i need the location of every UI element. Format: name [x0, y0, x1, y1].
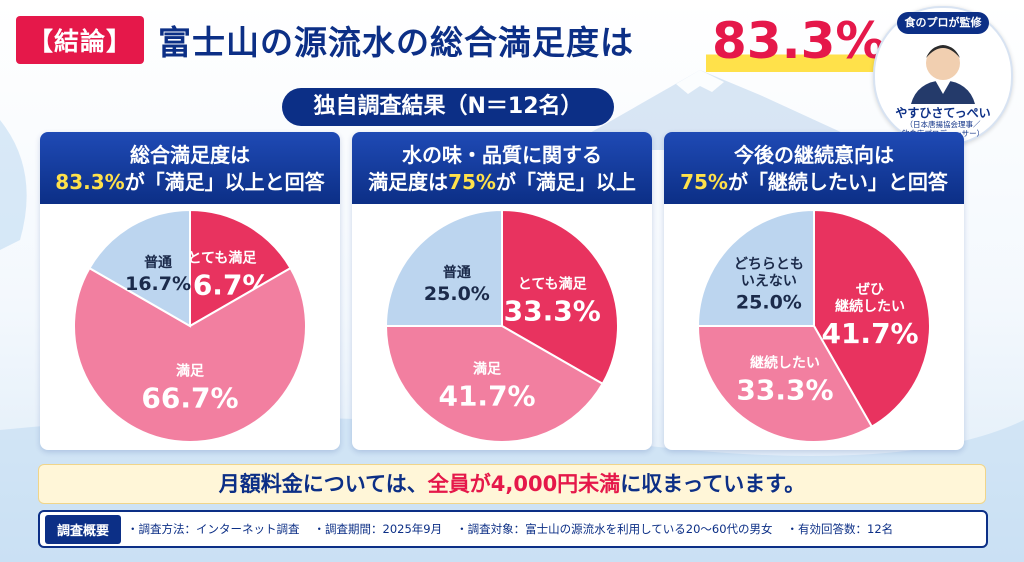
pie-slice-label: 普通	[144, 254, 172, 271]
pie-slice-value: 33.3%	[736, 374, 833, 407]
pie-slice-label: 継続したい	[835, 298, 905, 315]
pie-slice	[88, 208, 191, 328]
survey-overview-tag: 調査概要	[45, 514, 122, 544]
pie-slice-value: 25.0%	[424, 283, 490, 305]
pie-slice	[813, 208, 931, 428]
pie-slice	[696, 325, 874, 443]
pie-slice-label: ぜひ	[856, 282, 884, 298]
panel-header: 総合満足度は 83.3%が「満足」以上と回答	[40, 132, 340, 204]
headline-percentage: 83.3%	[706, 10, 892, 72]
pie-slice	[189, 208, 292, 328]
pie-slice-value: 66.7%	[141, 382, 238, 415]
panel-header-text: が「満足」以上	[495, 170, 636, 194]
survey-method: ・調査方法：インターネット調査	[127, 522, 300, 536]
panel-header-line2: 75%が「継続したい」と回答	[664, 168, 964, 196]
expert-badge: 食のプロが監修 やすひさてっぺい （日本唐揚協会理事／ 飲食店プロデューサー）	[873, 6, 1013, 146]
fee-text: に収まっています。	[620, 472, 806, 496]
panel-highlight: 75%	[448, 170, 496, 194]
survey-count: ・有効回答数：12名	[786, 522, 894, 536]
pie-slice-value: 16.7%	[125, 273, 191, 295]
pie-slice-label: いえない	[741, 273, 797, 289]
panel-header-line1: 総合満足度は	[130, 143, 250, 167]
expert-avatar-icon	[911, 45, 975, 104]
panel-overall-satisfaction: 総合満足度は 83.3%が「満足」以上と回答 とても満足 16.7% 満足 66.7%…	[40, 132, 340, 450]
survey-overview: 調査概要 ・調査方法：インターネット調査 ・調査期間：2025年9月 ・調査対象…	[38, 510, 988, 548]
pie-chart-taste: とても満足 33.3% 満足 41.7% 普通 25.0%	[384, 208, 619, 443]
survey-target: ・調査対象：富士山の源流水を利用している20〜60代の男女	[456, 522, 773, 536]
pie-slice-value: 41.7%	[438, 380, 535, 413]
expert-name: やすひさてっぺい	[895, 106, 991, 120]
panel-header-line2: 満足度は75%が「満足」以上	[352, 168, 652, 196]
fee-text: 月額料金については、	[218, 472, 428, 496]
panel-header-line1: 水の味・品質に関する	[402, 143, 602, 167]
conclusion-tag: 【結論】	[16, 16, 145, 64]
panel-header: 水の味・品質に関する 満足度は75%が「満足」以上	[352, 132, 652, 204]
pie-slice	[384, 325, 604, 443]
panel-taste-quality: 水の味・品質に関する 満足度は75%が「満足」以上 とても満足 33.3% 満足 41…	[352, 132, 652, 450]
page-title: 富士山の源流水の総合満足度は	[158, 23, 635, 62]
pie-slice	[501, 208, 619, 386]
pie-slice-label: 満足	[473, 361, 502, 378]
pie-slice-label: 普通	[443, 264, 471, 281]
panel-header: 今後の継続意向は 75%が「継続したい」と回答	[664, 132, 964, 204]
panel-header-line1: 今後の継続意向は	[734, 143, 894, 167]
fee-note: 月額料金については、全員が4,000円未満に収まっています。	[38, 464, 986, 504]
pie-slice-label: どちらとも	[734, 256, 804, 272]
pie-slice-value: 33.3%	[504, 294, 601, 327]
pie-slice-label: 継続したい	[750, 355, 820, 372]
survey-period: ・調査期間：2025年9月	[313, 522, 443, 536]
pie-slice-label: とても満足	[518, 275, 588, 292]
expert-tag: 食のプロが監修	[897, 12, 989, 34]
panel-header-text: 満足度は	[368, 170, 449, 194]
pie-slice-label: 満足	[176, 363, 205, 380]
survey-items: ・調査方法：インターネット調査 ・調査期間：2025年9月 ・調査対象：富士山の…	[127, 521, 907, 537]
survey-result-pill: 独自調査結果（N＝12名）	[282, 88, 614, 126]
pie-slice-value: 41.7%	[821, 317, 918, 350]
pie-slice	[696, 208, 815, 327]
panel-highlight: 75%	[680, 170, 728, 194]
pie-slice-label: とても満足	[187, 249, 257, 266]
panel-header-text: が「継続したい」と回答	[727, 170, 948, 194]
pie-slice	[73, 266, 307, 443]
panel-header-line2: 83.3%が「満足」以上と回答	[40, 168, 340, 196]
pie-slice-value: 25.0%	[736, 291, 802, 313]
panel-header-text: が「満足」以上と回答	[124, 170, 325, 194]
title-row: 【結論】 富士山の源流水の総合満足度は	[16, 10, 634, 70]
panel-highlight: 83.3%	[55, 170, 125, 194]
pie-slice	[384, 208, 503, 327]
fee-highlight: 全員が4,000円未満	[427, 472, 621, 496]
panel-continuation: 今後の継続意向は 75%が「継続したい」と回答 ぜひ 継続したい 41.7% 継続した…	[664, 132, 964, 450]
